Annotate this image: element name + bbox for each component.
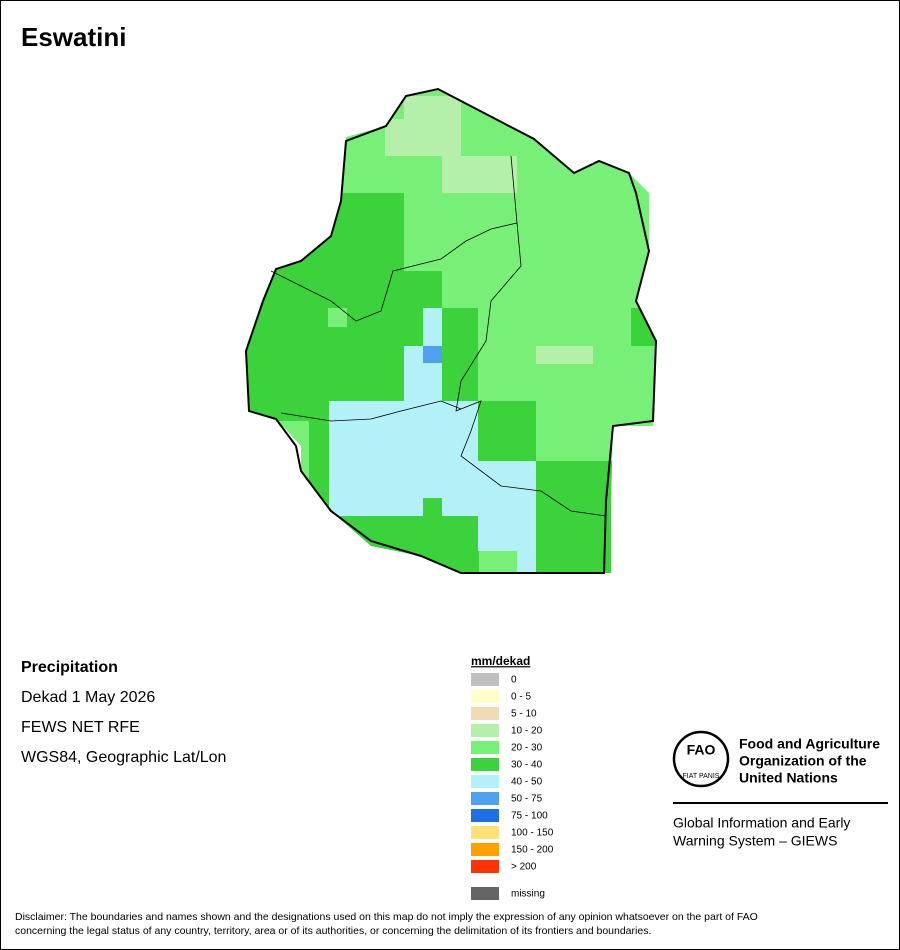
cell — [423, 498, 442, 516]
legend-label: > 200 — [511, 862, 537, 873]
district-borders — [270, 155, 607, 517]
legend-label: 100 - 150 — [511, 828, 554, 839]
disclaimer: Disclaimer: The boundaries and names sho… — [15, 911, 758, 923]
legend-label: 0 — [511, 675, 517, 686]
org-line: Food and Agriculture — [739, 736, 880, 752]
cell — [329, 516, 479, 573]
legend-label: missing — [511, 889, 545, 900]
legend-title: mm/dekad — [471, 654, 530, 668]
legend-swatch — [471, 860, 499, 873]
legend-label: 50 - 75 — [511, 794, 543, 805]
cell — [478, 401, 536, 461]
legend-label: 10 - 20 — [511, 726, 543, 737]
legend-swatch — [471, 690, 499, 703]
legend: 0 0 - 5 5 - 10 10 - 20 20 - 30 30 - 40 40 - 50… — [471, 673, 554, 900]
legend-label: 30 - 40 — [511, 760, 543, 771]
cell — [328, 308, 347, 327]
legend-swatch — [471, 775, 499, 788]
legend-label: 20 - 30 — [511, 743, 543, 754]
giews-line: Global Information and Early — [673, 815, 850, 831]
info-line: WGS84, Geographic Lat/Lon — [21, 749, 226, 766]
emblem-text: FAO — [687, 742, 716, 758]
country-border — [244, 87, 658, 574]
legend-label: 150 - 200 — [511, 845, 554, 856]
legend-swatch — [471, 673, 499, 686]
emblem-circle — [672, 730, 730, 788]
cell — [329, 401, 478, 516]
legend-swatch — [471, 741, 499, 754]
legend-swatch — [471, 887, 499, 900]
legend-label: 40 - 50 — [511, 777, 543, 788]
legend-label: 75 - 100 — [511, 811, 548, 822]
fao-logo: FAO FIAT PANIS Food and Agriculture Orga… — [672, 730, 888, 849]
emblem-motto: FIAT PANIS — [683, 773, 720, 780]
org-line: Organization of the — [739, 753, 867, 769]
legend-swatch — [471, 758, 499, 771]
info-line: FEWS NET RFE — [21, 719, 140, 736]
legend-swatch — [471, 792, 499, 805]
info-heading: Precipitation — [21, 659, 118, 676]
cell — [423, 346, 442, 363]
legend-swatch — [471, 826, 499, 839]
legend-label: 0 - 5 — [511, 692, 531, 703]
org-line: United Nations — [739, 770, 838, 786]
raster — [246, 89, 656, 573]
cell — [246, 193, 404, 421]
cell — [631, 308, 656, 346]
cell — [536, 346, 593, 364]
info-line: Dekad 1 May 2026 — [21, 689, 155, 706]
legend-swatch — [471, 707, 499, 720]
legend-label: 5 - 10 — [511, 709, 537, 720]
disclaimer: concerning the legal status of any count… — [15, 925, 651, 937]
cell — [423, 308, 442, 346]
legend-swatch — [471, 809, 499, 822]
cell — [385, 119, 461, 156]
map-title: Eswatini — [21, 22, 126, 52]
cell — [517, 551, 536, 573]
cell — [442, 156, 517, 193]
legend-swatch — [471, 843, 499, 856]
cell — [309, 421, 329, 516]
legend-swatch — [471, 724, 499, 737]
giews-line: Warning System – GIEWS — [673, 833, 837, 849]
cell — [478, 461, 536, 551]
cell — [536, 461, 616, 573]
